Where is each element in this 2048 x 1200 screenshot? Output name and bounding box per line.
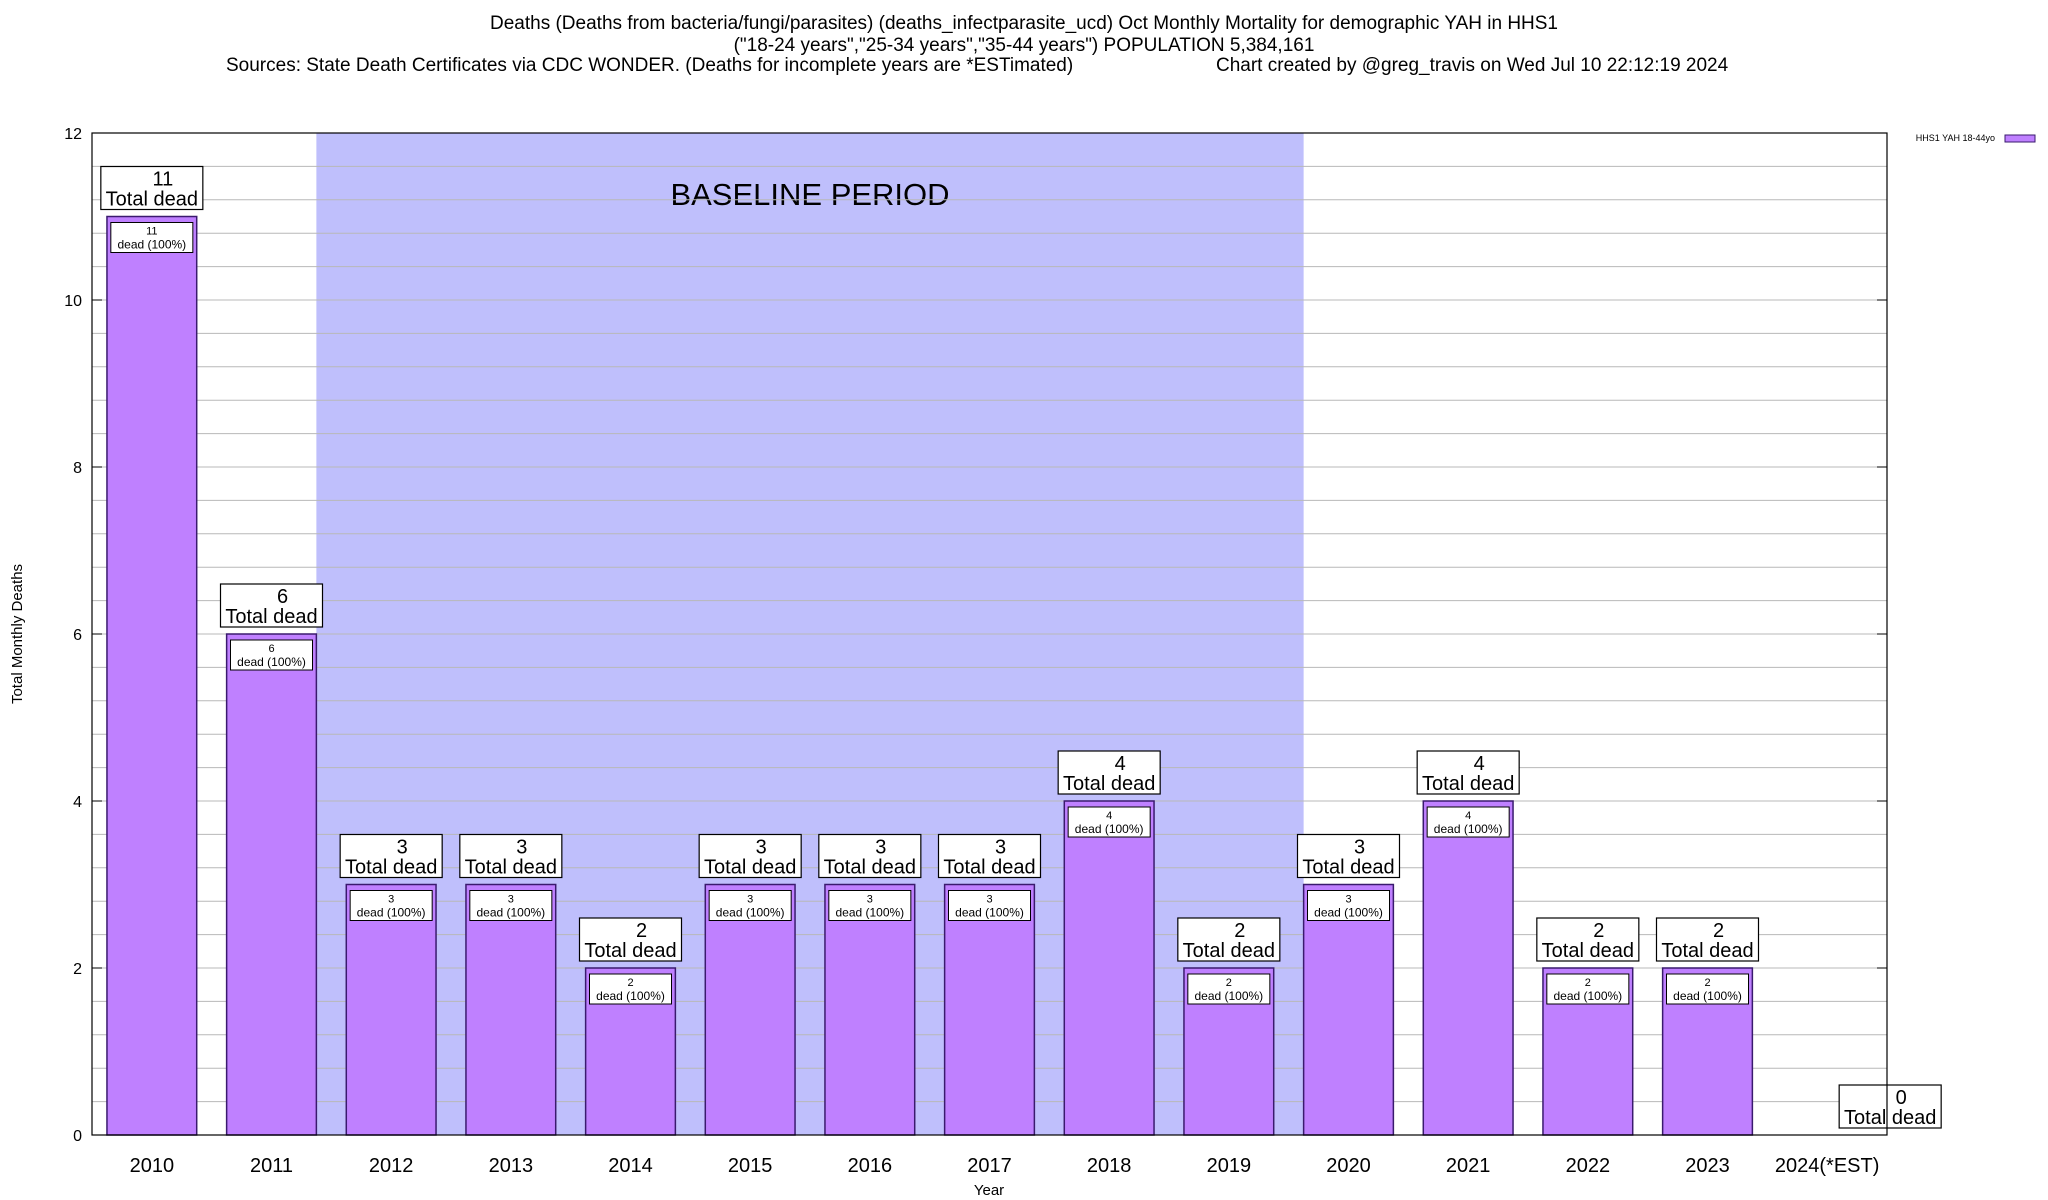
total-value-label: 0: [1896, 1087, 1907, 1109]
x-tick-label: 2024(*EST): [1775, 1155, 1880, 1177]
bar-inner-value: 6: [268, 643, 274, 655]
bar-inner-label: dead (100%): [1194, 989, 1263, 1003]
x-tick-label: 2014: [608, 1155, 653, 1177]
bar-inner-label: dead (100%): [1314, 906, 1383, 920]
bar-inner-label: dead (100%): [1434, 822, 1503, 836]
x-tick-label: 2011: [250, 1155, 293, 1177]
bar-inner-label: dead (100%): [117, 238, 186, 252]
bar-inner-label: dead (100%): [1553, 989, 1622, 1003]
total-value-label: 2: [636, 920, 647, 942]
bar-inner-value: 2: [627, 977, 633, 989]
bar: [1423, 801, 1513, 1135]
total-dead-label: Total dead: [1063, 773, 1155, 795]
bar: [825, 885, 915, 1136]
y-tick-label: 6: [73, 627, 82, 644]
bar: [466, 885, 556, 1136]
bar-inner-label: dead (100%): [357, 906, 426, 920]
bar-inner-label: dead (100%): [237, 655, 306, 669]
total-dead-label: Total dead: [1183, 940, 1275, 962]
y-tick-label: 0: [73, 1128, 82, 1145]
x-tick-label: 2023: [1685, 1155, 1730, 1177]
bar-inner-value: 2: [1704, 977, 1710, 989]
total-value-label: 6: [277, 586, 288, 608]
x-tick-label: 2019: [1207, 1155, 1252, 1177]
y-tick-label: 4: [73, 794, 82, 811]
x-tick-label: 2015: [728, 1155, 773, 1177]
bar-inner-value: 3: [1345, 894, 1351, 906]
total-value-label: 3: [1354, 837, 1365, 859]
bar-inner-label: dead (100%): [1075, 822, 1144, 836]
bar: [1064, 801, 1154, 1135]
total-dead-label: Total dead: [943, 857, 1035, 879]
y-axis-label: Total Monthly Deaths: [9, 564, 26, 704]
bar-inner-value: 3: [388, 894, 394, 906]
x-tick-label: 2018: [1087, 1155, 1132, 1177]
total-dead-label: Total dead: [225, 606, 317, 628]
total-dead-label: Total dead: [106, 189, 198, 211]
total-value-label: 4: [1115, 753, 1126, 775]
bar-inner-value: 2: [1585, 977, 1591, 989]
y-tick-label: 10: [64, 293, 82, 310]
x-tick-label: 2017: [967, 1155, 1012, 1177]
baseline-period-label: BASELINE PERIOD: [670, 177, 949, 212]
bar-inner-label: dead (100%): [1673, 989, 1742, 1003]
total-dead-label: Total dead: [345, 857, 437, 879]
x-tick-label: 2010: [130, 1155, 175, 1177]
bar-inner-value: 3: [986, 894, 992, 906]
y-tick-label: 8: [73, 460, 82, 477]
bar: [346, 885, 436, 1136]
total-dead-label: Total dead: [1661, 940, 1753, 962]
bar-inner-value: 3: [508, 894, 514, 906]
total-dead-label: Total dead: [1844, 1107, 1936, 1129]
total-dead-label: Total dead: [465, 857, 557, 879]
x-tick-label: 2022: [1566, 1155, 1611, 1177]
total-value-label: 4: [1474, 753, 1485, 775]
total-value-label: 2: [1713, 920, 1724, 942]
total-dead-label: Total dead: [584, 940, 676, 962]
bar: [107, 217, 197, 1136]
bar-inner-label: dead (100%): [716, 906, 785, 920]
total-value-label: 3: [756, 837, 767, 859]
bar: [227, 634, 317, 1135]
bar-inner-value: 3: [747, 894, 753, 906]
bar: [945, 885, 1035, 1136]
total-dead-label: Total dead: [1422, 773, 1514, 795]
x-axis-label: Year: [974, 1182, 1004, 1199]
total-value-label: 2: [1593, 920, 1604, 942]
total-value-label: 11: [152, 169, 173, 191]
bar-inner-value: 3: [867, 894, 873, 906]
total-value-label: 3: [397, 837, 408, 859]
total-dead-label: Total dead: [824, 857, 916, 879]
total-dead-label: Total dead: [1542, 940, 1634, 962]
x-tick-label: 2013: [489, 1155, 534, 1177]
bar-inner-value: 4: [1106, 810, 1112, 822]
bar-inner-value: 2: [1226, 977, 1232, 989]
total-value-label: 3: [995, 837, 1006, 859]
bar-inner-value: 11: [146, 226, 157, 238]
bar-inner-label: dead (100%): [596, 989, 665, 1003]
total-dead-label: Total dead: [704, 857, 796, 879]
bar: [705, 885, 795, 1136]
x-tick-label: 2020: [1326, 1155, 1371, 1177]
y-tick-label: 2: [73, 961, 82, 978]
bar: [1304, 885, 1394, 1136]
x-tick-label: 2016: [848, 1155, 893, 1177]
bar-inner-label: dead (100%): [476, 906, 545, 920]
x-tick-label: 2021: [1446, 1155, 1491, 1177]
y-tick-label: 12: [64, 126, 82, 143]
total-value-label: 2: [1234, 920, 1245, 942]
total-dead-label: Total dead: [1302, 857, 1394, 879]
bar-inner-value: 4: [1465, 810, 1471, 822]
legend-label: HHS1 YAH 18-44yo: [1916, 133, 1995, 143]
legend-swatch: [2005, 135, 2035, 142]
total-value-label: 3: [516, 837, 527, 859]
bar-inner-label: dead (100%): [835, 906, 904, 920]
x-tick-label: 2012: [369, 1155, 414, 1177]
total-value-label: 3: [875, 837, 886, 859]
bar-inner-label: dead (100%): [955, 906, 1024, 920]
